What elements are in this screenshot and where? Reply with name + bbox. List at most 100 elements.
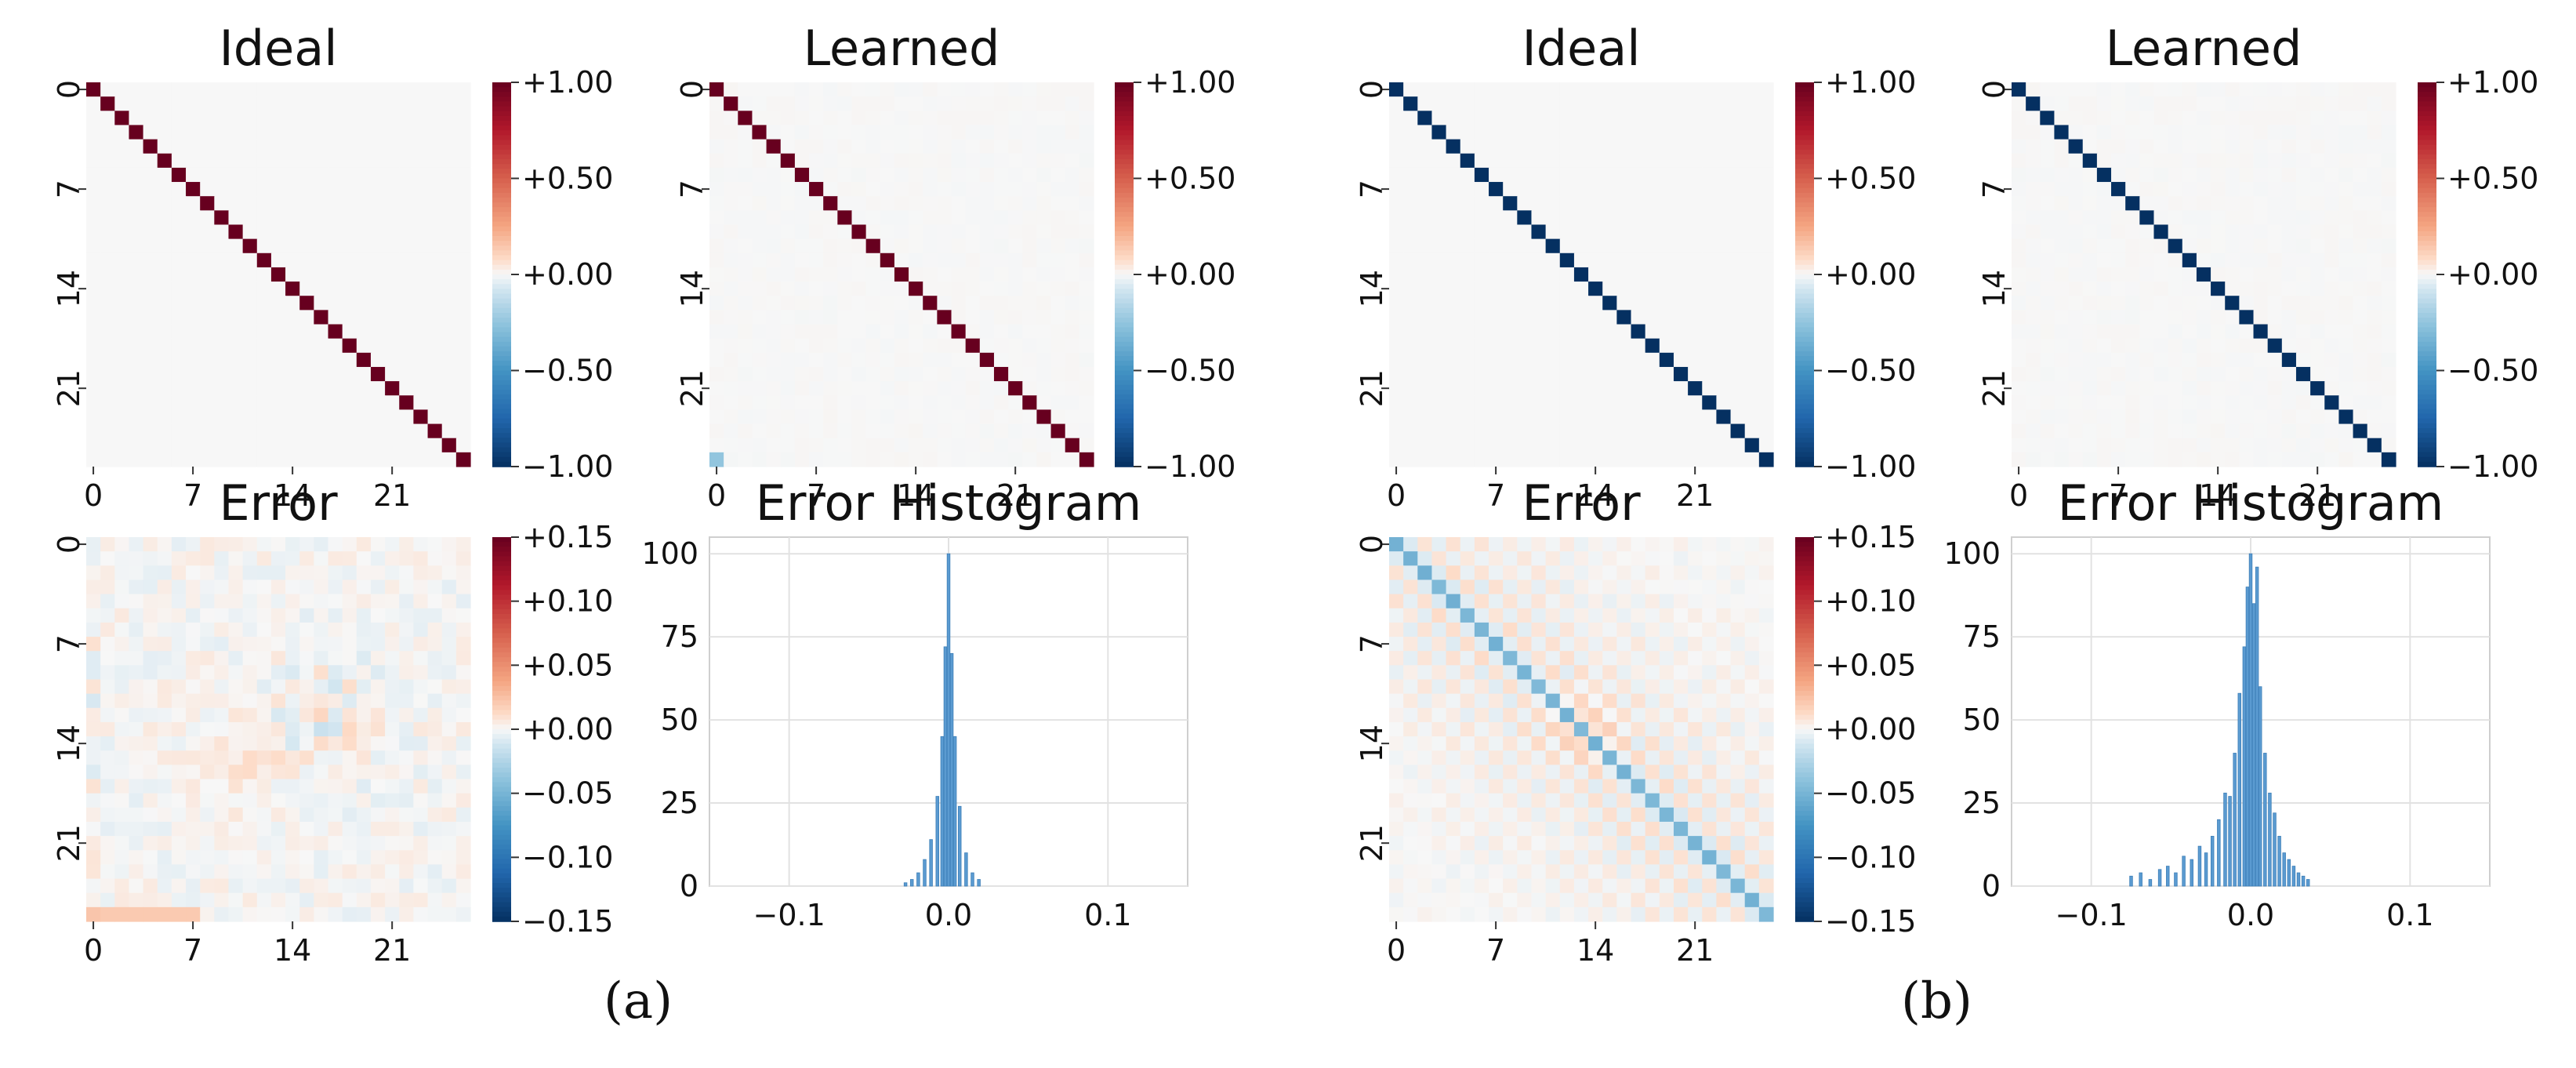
chart-4-cell <box>1758 252 1774 268</box>
chart-0-cell <box>399 96 415 111</box>
chart-6-cell <box>1616 892 1632 908</box>
chart-1-cell <box>724 338 738 354</box>
chart-2-cell <box>86 637 101 652</box>
chart-5-cell <box>2040 139 2055 154</box>
chart-2-cell <box>299 679 314 695</box>
chart-4-cell <box>1389 381 1404 396</box>
chart-4-cell <box>1417 352 1433 368</box>
chart-5-xtick-label: 21 <box>2298 478 2336 513</box>
chart-6-cell <box>1517 892 1533 908</box>
chart-4-colorbar-segment <box>1795 336 1814 343</box>
chart-5-cell <box>2239 310 2255 325</box>
chart-4-colorbar-segment <box>1795 198 1814 203</box>
chart-4-cell <box>1417 167 1433 183</box>
chart-5-cell <box>2182 409 2197 425</box>
chart-1-cell <box>894 267 909 282</box>
chart-0-cell <box>356 296 372 311</box>
chart-1-cell <box>1079 182 1094 197</box>
chart-2-cell <box>370 836 386 851</box>
chart-1-cell <box>909 111 923 126</box>
chart-0-colorbar-segment <box>492 284 511 290</box>
chart-6-cell <box>1730 693 1746 709</box>
chart-2-cell <box>270 906 286 922</box>
chart-0-colorbar-segment <box>492 313 511 318</box>
chart-1-cell <box>993 282 1009 296</box>
chart-4-cell <box>1403 438 1418 453</box>
chart-6-cell <box>1531 637 1547 652</box>
chart-6-cell <box>1545 721 1561 737</box>
chart-0-cell <box>441 238 457 254</box>
chart-6-cell <box>1659 779 1674 794</box>
chart-2-cell <box>242 864 258 880</box>
chart-0-cell <box>413 338 429 354</box>
chart-0-cell <box>242 82 258 97</box>
chart-1-cell <box>951 366 967 382</box>
chart-0-cell <box>427 395 443 411</box>
chart-5-cell <box>2125 238 2140 254</box>
chart-1-cell <box>894 296 909 311</box>
chart-0-cell <box>114 338 130 354</box>
chart-1-cell <box>951 409 967 425</box>
chart-0-cell <box>214 252 230 268</box>
chart-0-cell <box>413 111 429 126</box>
chart-0-colorbar-segment <box>492 216 511 223</box>
chart-5-cell <box>2153 423 2169 439</box>
chart-4-cell <box>1446 224 1461 240</box>
chart-6-cell <box>1730 750 1746 765</box>
chart-0-cell <box>385 282 400 296</box>
chart-1-cell <box>923 125 938 140</box>
chart-6-cell <box>1716 579 1732 595</box>
chart-0-cell <box>171 310 187 325</box>
chart-0-cell <box>314 352 329 368</box>
chart-2-cell <box>114 551 130 566</box>
chart-4-cell <box>1659 167 1674 183</box>
chart-5-cell <box>2338 409 2354 425</box>
chart-6-cell <box>1744 892 1760 908</box>
chart-2-cell <box>356 906 372 922</box>
chart-5-cell <box>2225 438 2240 453</box>
chart-0-cell <box>441 395 457 411</box>
chart-1-cell <box>823 182 838 197</box>
chart-4-cell <box>1403 423 1418 439</box>
chart-0-cell <box>270 296 286 311</box>
chart-2-cell <box>299 565 314 581</box>
chart-1-cell <box>1050 238 1066 254</box>
chart-0-colorbar-segment <box>492 375 511 381</box>
chart-5-cell <box>2096 96 2112 111</box>
chart-4-cell <box>1531 324 1547 340</box>
chart-5-colorbar-segment <box>2418 231 2436 237</box>
chart-2-cell <box>299 807 314 823</box>
chart-0-cell <box>143 310 158 325</box>
chart-5-cell <box>2295 310 2311 325</box>
chart-2-cell <box>143 537 158 552</box>
chart-5-cell <box>2338 366 2354 382</box>
chart-6-cell <box>1645 679 1660 695</box>
chart-1-cell <box>1008 366 1023 382</box>
chart-6-cell <box>1631 579 1646 595</box>
chart-4-cell <box>1573 252 1589 268</box>
chart-2-cell <box>285 665 300 681</box>
chart-5-cell <box>2111 267 2126 282</box>
chart-0-cell <box>427 167 443 183</box>
chart-1-cell <box>993 238 1009 254</box>
chart-0-cell <box>86 153 101 169</box>
chart-2-cell <box>228 750 244 765</box>
chart-1-cell <box>709 366 724 382</box>
chart-4-colorbar-segment <box>1795 284 1814 290</box>
chart-1-cell <box>1036 381 1052 396</box>
chart-0-cell <box>356 282 372 296</box>
chart-0-cell <box>129 125 144 140</box>
chart-4-cell <box>1758 282 1774 296</box>
chart-5-cell <box>2211 252 2226 268</box>
chart-2-cell <box>157 707 172 723</box>
chart-5-colorbar-segment <box>2418 307 2436 314</box>
chart-5-cell <box>2026 125 2041 140</box>
chart-6-cell <box>1489 551 1504 566</box>
chart-6-cell <box>1758 622 1774 638</box>
chart-4-cell <box>1645 352 1660 368</box>
chart-4-cell <box>1446 210 1461 226</box>
chart-4-cell <box>1489 324 1504 340</box>
chart-6-cell <box>1531 679 1547 695</box>
chart-5-cell <box>2111 310 2126 325</box>
chart-5-colorbar-segment <box>2418 361 2436 367</box>
